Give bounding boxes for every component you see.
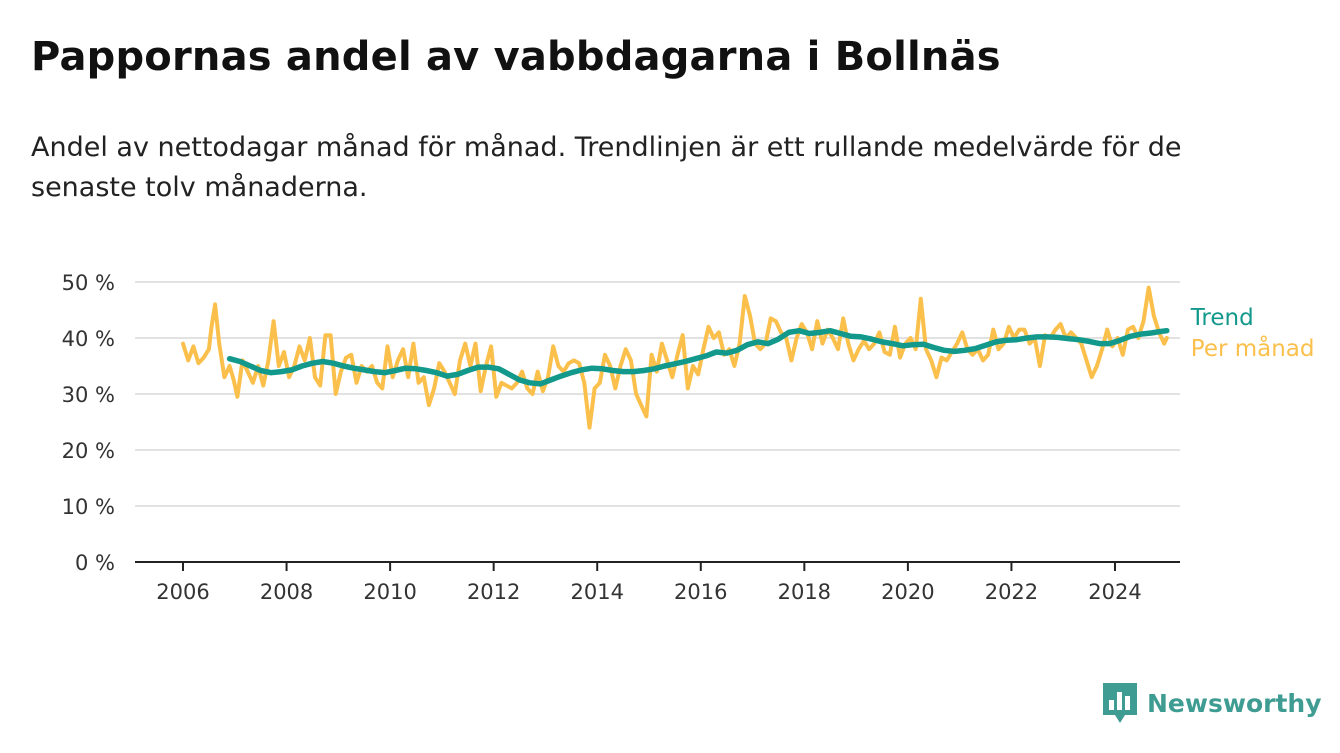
x-tick-label-2010: 2010 [363, 580, 416, 604]
series-line-per-m-nad [181, 285, 1169, 430]
y-tick-label-20: 20 % [62, 439, 115, 463]
y-tick-label-10: 10 % [62, 495, 115, 519]
y-axis: 0 % 10 % 20 % 30 % 40 % 50 % [62, 271, 115, 575]
chart-title: Pappornas andel av vabbdagarna i Bollnäs [31, 34, 1001, 80]
series-label-trend: Trend [1190, 305, 1254, 331]
y-tick-label-0: 0 % [75, 551, 115, 575]
x-axis: 2006 2008 2010 2012 2014 2016 2018 2020 2022 2024 [156, 562, 1142, 604]
bar-chart-speech-bubble-icon [1103, 683, 1137, 723]
brand-name: Newsworthy [1147, 688, 1322, 718]
x-tick-label-2016: 2016 [674, 580, 727, 604]
newsworthy-logo: Newsworthy [1103, 683, 1322, 723]
x-tick-label-2018: 2018 [778, 580, 831, 604]
series-label-per-m-nad: Per månad [1191, 334, 1315, 362]
x-tick-label-2006: 2006 [156, 580, 209, 604]
y-tick-label-30: 30 % [62, 383, 115, 407]
chart-subtitle: Andel av nettodagar månad för månad. Tre… [31, 132, 1182, 203]
x-tick-label-2020: 2020 [881, 580, 934, 604]
y-tick-label-40: 40 % [62, 327, 115, 351]
x-tick-label-2014: 2014 [570, 580, 623, 604]
series-line-trend [226, 327, 1170, 387]
y-tick-label-50: 50 % [62, 271, 115, 295]
gridlines [135, 281, 1180, 507]
x-tick-label-2008: 2008 [260, 580, 313, 604]
series-labels: Per månad Trend [1190, 305, 1315, 362]
x-tick-label-2022: 2022 [985, 580, 1038, 604]
x-tick-label-2024: 2024 [1088, 580, 1141, 604]
series-lines [181, 285, 1170, 430]
x-tick-label-2012: 2012 [467, 580, 520, 604]
